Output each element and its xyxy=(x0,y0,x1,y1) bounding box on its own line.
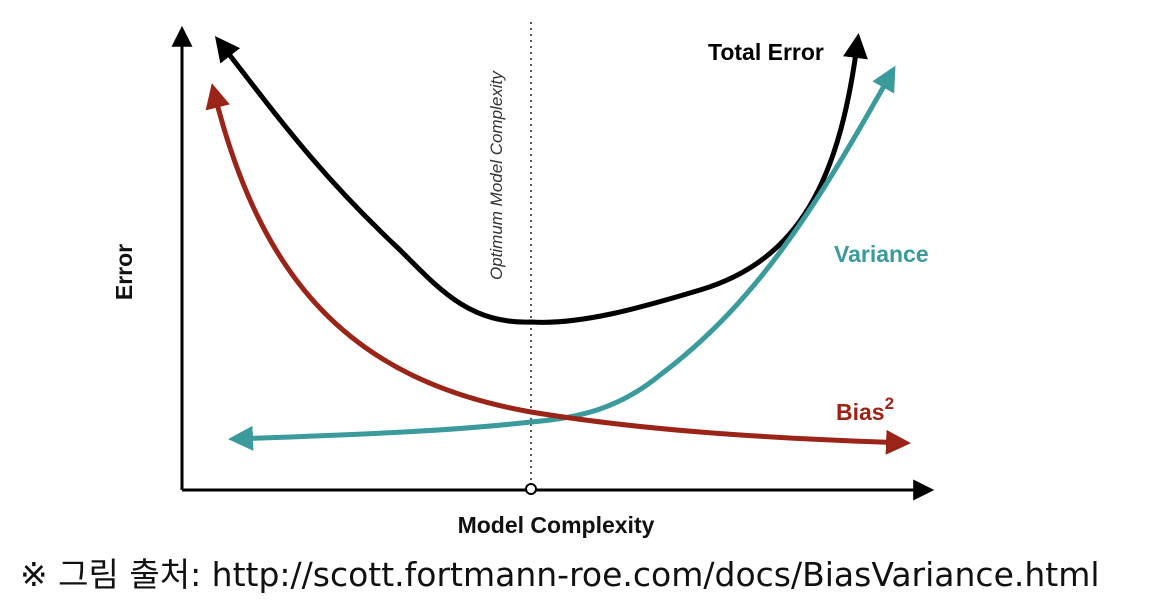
bias-curve xyxy=(205,83,911,455)
optimum-point xyxy=(525,483,537,495)
source-caption: ※ 그림 출처: http://scott.fortmann-roe.com/d… xyxy=(20,555,1100,594)
bias-variance-diagram: Error Model Complexity Optimum Model Com… xyxy=(111,22,935,538)
x-axis-title: Model Complexity xyxy=(458,512,655,538)
bias-label-text: Bias xyxy=(836,399,885,425)
optimum-label: Optimum Model Complexity xyxy=(487,70,506,280)
variance-label: Variance xyxy=(834,241,929,267)
total-error-label: Total Error xyxy=(708,39,824,65)
variance-curve xyxy=(228,65,896,451)
bias-label: Bias2 xyxy=(836,394,894,425)
y-axis-title: Error xyxy=(111,244,137,300)
total-error-curve xyxy=(214,33,868,325)
bias-label-superscript: 2 xyxy=(885,394,894,413)
